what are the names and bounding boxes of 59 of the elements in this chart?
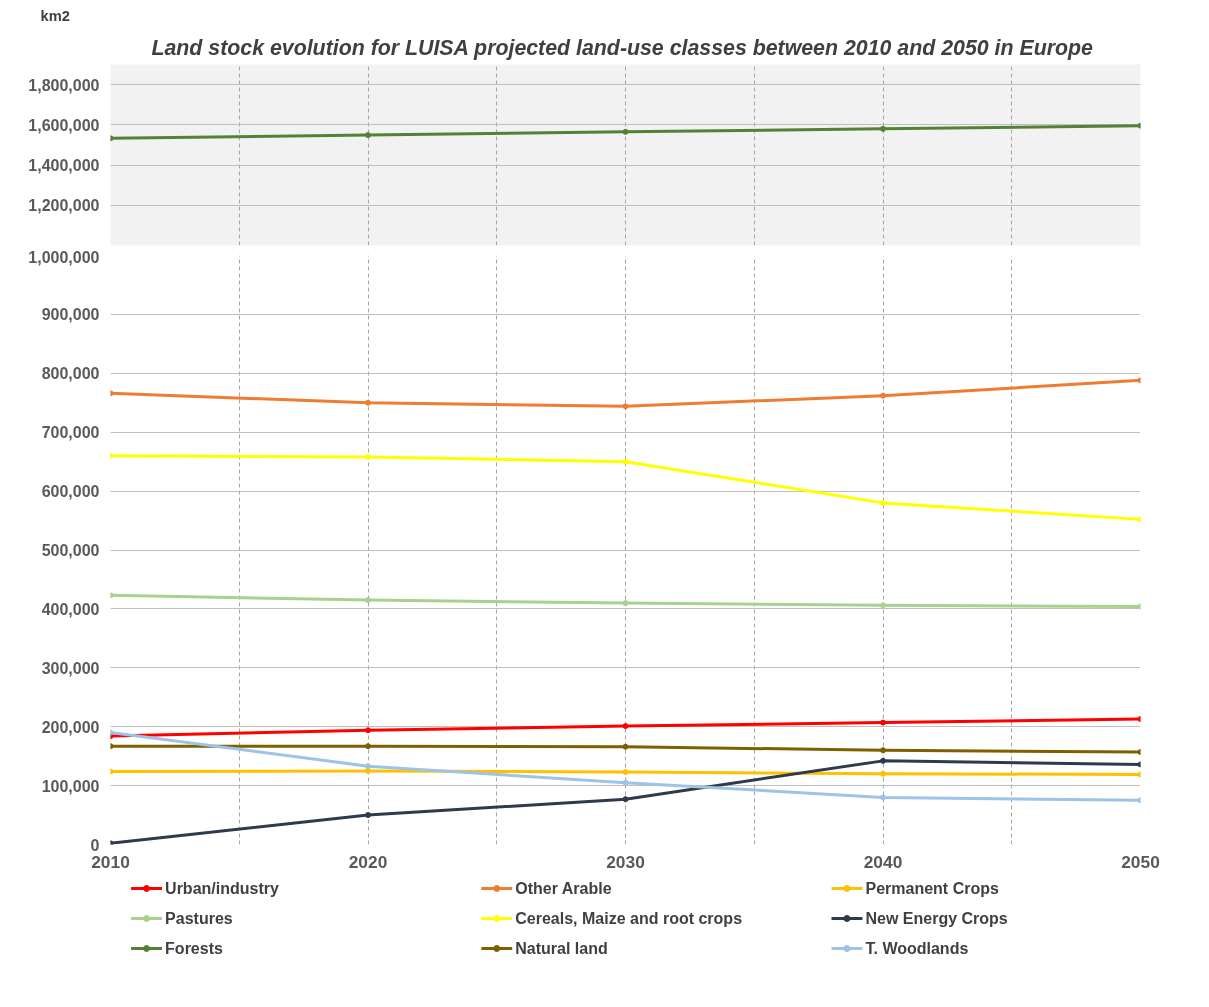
legend-label: Other Arable: [515, 880, 612, 897]
point: [622, 769, 629, 776]
y-tick-label: 1,800,000: [28, 76, 100, 94]
x-tick-label: 2030: [606, 851, 645, 872]
y-tick-label: 600,000: [41, 483, 100, 501]
point: [110, 840, 114, 845]
legend-label: Forests: [165, 940, 223, 957]
x-tick-label: 2010: [91, 851, 130, 872]
y-tick-label: 500,000: [41, 542, 100, 559]
point: [365, 597, 371, 604]
y-tick-label: 200,000: [41, 718, 100, 736]
y-tick-label: 0: [90, 836, 100, 854]
point: [365, 743, 371, 750]
point: [365, 763, 371, 770]
legend-label: Urban/industry: [165, 880, 279, 897]
y-tick-label: 900,000: [41, 306, 100, 324]
point: [880, 794, 886, 801]
point: [622, 723, 629, 730]
y-tick-label: 100,000: [41, 777, 100, 795]
legend-label: Natural land: [515, 940, 608, 957]
x-tick-label: 2020: [348, 851, 388, 872]
legend-label: New Energy Crops: [865, 910, 1008, 927]
legend-label: Permanent Crops: [865, 880, 999, 897]
point: [880, 770, 886, 777]
legend-label: Cereals, Maize and root crops: [515, 910, 743, 927]
y-tick-label: 800,000: [41, 365, 100, 383]
point: [365, 453, 371, 460]
x-tick-label: 2040: [863, 851, 903, 872]
y-tick-label: 1,400,000: [28, 157, 100, 175]
y-tick-label: 1,200,000: [28, 197, 100, 215]
point: [880, 719, 886, 726]
point: [880, 757, 886, 764]
y-tick-label: 1,600,000: [28, 116, 100, 134]
point: [622, 796, 629, 803]
point: [880, 125, 886, 132]
y-tick-label: 1,000,000: [28, 248, 100, 266]
point: [365, 132, 371, 139]
point: [880, 747, 886, 754]
chart-title: Land stock evolution for LUISA projected land-use classes between 2010 and 2050 in Europe: [151, 35, 1094, 60]
point: [622, 403, 629, 410]
legend-label: T. Woodlands: [865, 940, 969, 957]
point: [365, 399, 371, 406]
y-tick-label: 400,000: [41, 600, 100, 618]
point: [365, 727, 371, 734]
point: [365, 767, 371, 774]
point: [622, 779, 629, 786]
point: [622, 458, 629, 465]
y-tick-label: 700,000: [41, 424, 100, 442]
x-tick-label: 2050: [1121, 851, 1160, 872]
point: [365, 812, 371, 819]
point: [622, 600, 629, 607]
point: [622, 128, 629, 135]
y-tick-label: 300,000: [41, 659, 100, 677]
point: [880, 602, 886, 609]
point: [880, 499, 886, 506]
y-axis-title: km2: [40, 7, 70, 24]
point: [880, 392, 886, 399]
point: [622, 743, 629, 750]
legend-label: Pastures: [165, 910, 233, 927]
